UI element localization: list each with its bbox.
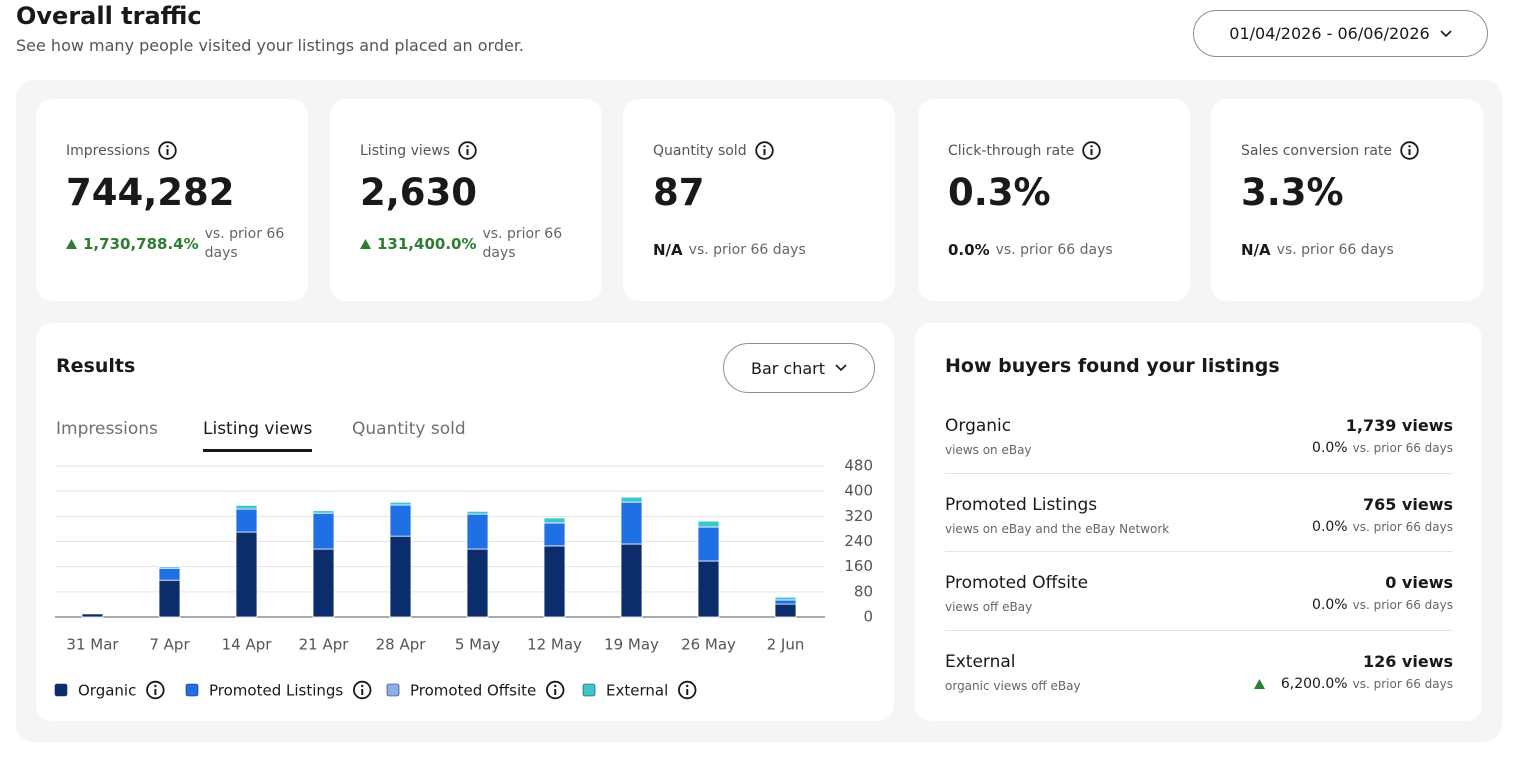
source-change-value: 0.0% [1312,597,1348,613]
source-description: views on eBay and the eBay Network [945,522,1170,536]
kpi-card: Listing views 2,630 131,400.0% vs. prior 66… [330,99,602,301]
kpi-label: Click-through rate [948,141,1102,160]
source-change: 0.0% vs. prior 66 days [1153,597,1453,613]
kpi-label-text: Quantity sold [653,142,747,159]
kpi-card: Quantity sold 87 N/A vs. prior 66 days [623,99,895,301]
kpi-change: N/A vs. prior 66 days [653,241,806,259]
kpi-change: 1,730,788.4% vs. prior 66 days [66,225,295,263]
source-views: 765 views [1362,495,1453,514]
kpi-label-text: Click-through rate [948,142,1075,159]
up-arrow [1253,679,1265,689]
kpi-comparison: vs. prior 66 days [1276,242,1394,258]
info-icon[interactable] [458,141,477,160]
kpi-value: 3.3% [1241,171,1344,214]
kpi-card: Sales conversion rate 3.3% N/A vs. prior 66… [1211,99,1483,301]
chart-view-button[interactable]: Bar chart [723,343,875,393]
source-description: organic views off eBay [945,679,1081,693]
kpi-change-value: 131,400.0% [377,235,477,253]
source-name: Promoted Offsite [945,573,1089,593]
source-name: Promoted Listings [945,495,1098,515]
kpi-value: 87 [653,171,705,214]
info-icon[interactable] [1082,141,1102,160]
results-title: Results [56,355,136,377]
page-subtitle: See how many people visited your listing… [16,36,525,55]
source-views: 126 views [1362,652,1453,671]
page-title: Overall traffic [16,2,202,30]
source-name: External [945,652,1016,672]
kpi-value: 0.3% [948,171,1051,214]
source-comparison: vs. prior 66 days [1352,677,1453,691]
chevron [835,364,847,372]
tab[interactable]: Impressions [56,419,158,439]
kpi-change-value: N/A [1241,241,1271,259]
kpi-value: 2,630 [360,171,478,214]
kpi-label-text: Sales conversion rate [1241,142,1393,159]
sources-card [915,323,1482,721]
date-range-button[interactable]: 01/04/2026 - 06/06/2026 [1193,10,1488,57]
tab[interactable]: Quantity sold [352,419,466,439]
up-arrow [360,239,371,249]
kpi-change-value: 1,730,788.4% [83,235,199,253]
kpi-comparison: vs. prior 66 days [482,226,563,261]
kpi-change: 0.0% vs. prior 66 days [948,241,1113,259]
tab[interactable]: Listing views [203,419,313,452]
info-icon[interactable] [1400,141,1419,160]
source-change-value: 0.0% [1312,440,1348,456]
kpi-comparison: vs. prior 66 days [688,242,806,258]
source-name: Organic [945,416,1012,436]
chevron [1440,29,1452,37]
divider [945,473,1453,474]
divider [945,630,1453,631]
source-views: 1,739 views [1345,416,1453,435]
kpi-label-text: Impressions [66,142,150,159]
source-change: 0.0% vs. prior 66 days [1153,440,1453,456]
source-description: views off eBay [945,600,1033,614]
source-change: 0.0% vs. prior 66 days [1153,519,1453,535]
kpi-label: Listing views [360,141,477,160]
up-arrow [66,239,77,249]
kpi-change: N/A vs. prior 66 days [1241,241,1394,259]
kpi-value: 744,282 [66,171,235,214]
kpi-card: Impressions 744,282 1,730,788.4% vs. prior … [36,99,308,301]
kpi-comparison: vs. prior 66 days [204,226,285,261]
date-range: 01/04/2026 - 06/06/2026 [1229,24,1430,43]
source-comparison: vs. prior 66 days [1352,520,1453,534]
divider [945,551,1453,552]
source-views: 0 views [1385,573,1453,592]
kpi-change-value: 0.0% [948,241,990,259]
source-comparison: vs. prior 66 days [1352,598,1453,612]
kpi-change: 131,400.0% vs. prior 66 days [360,225,573,263]
chart-view: Bar chart [750,358,826,378]
source-change-value: 6,200.0% [1280,676,1348,692]
kpi-change-value: N/A [653,241,683,259]
kpi-label: Quantity sold [653,141,774,160]
source-description: views on eBay [945,443,1032,457]
sources-title: How buyers found your listings [945,355,1280,377]
kpi-comparison: vs. prior 66 days [995,242,1113,258]
kpi-label: Sales conversion rate [1241,141,1419,160]
kpi-label-text: Listing views [360,142,451,159]
source-change-value: 0.0% [1312,519,1348,535]
kpi-label: Impressions [66,141,177,160]
source-change: 6,200.0% vs. prior 66 days [1153,676,1453,692]
kpi-card: Click-through rate 0.3% 0.0% vs. prior 66 d… [918,99,1190,301]
results-card [36,323,894,721]
info-icon[interactable] [158,141,177,160]
info-icon[interactable] [754,141,774,160]
source-comparison: vs. prior 66 days [1352,441,1453,455]
